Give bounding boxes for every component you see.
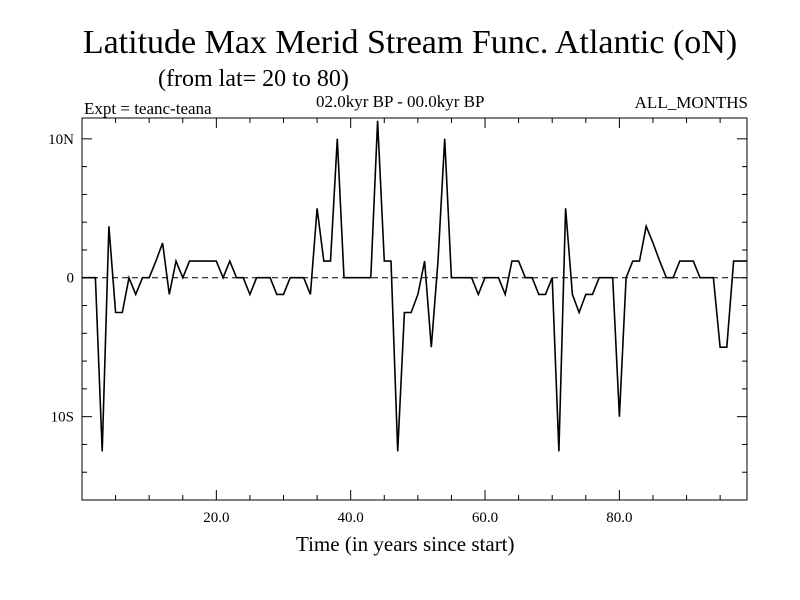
experiment-label: Expt = teanc-teana <box>84 99 212 118</box>
x-tick-label: 60.0 <box>472 510 498 526</box>
period-label: 02.0kyr BP - 00.0kyr BP <box>316 92 485 111</box>
y-tick-label: 10S <box>51 410 74 426</box>
major-ticks <box>82 118 747 500</box>
y-tick-label: 0 <box>67 271 75 287</box>
x-axis-label: Time (in years since start) <box>296 532 515 556</box>
series-group <box>82 120 747 452</box>
chart-title: Latitude Max Merid Stream Func. Atlantic… <box>82 24 738 61</box>
y-tick-label: 10N <box>48 132 74 148</box>
chart-subtitle: (from lat= 20 to 80) <box>158 66 349 92</box>
tick-labels: 20.0 40.0 60.0 80.0 10N 0 10S <box>48 132 632 526</box>
x-tick-label: 80.0 <box>606 510 632 526</box>
x-tick-label: 40.0 <box>338 510 364 526</box>
minor-ticks <box>82 118 747 500</box>
months-label: ALL_MONTHS <box>634 93 748 112</box>
series-line-max-latitude <box>82 120 747 452</box>
plot-frame <box>81 117 748 501</box>
x-tick-label: 20.0 <box>203 510 229 526</box>
